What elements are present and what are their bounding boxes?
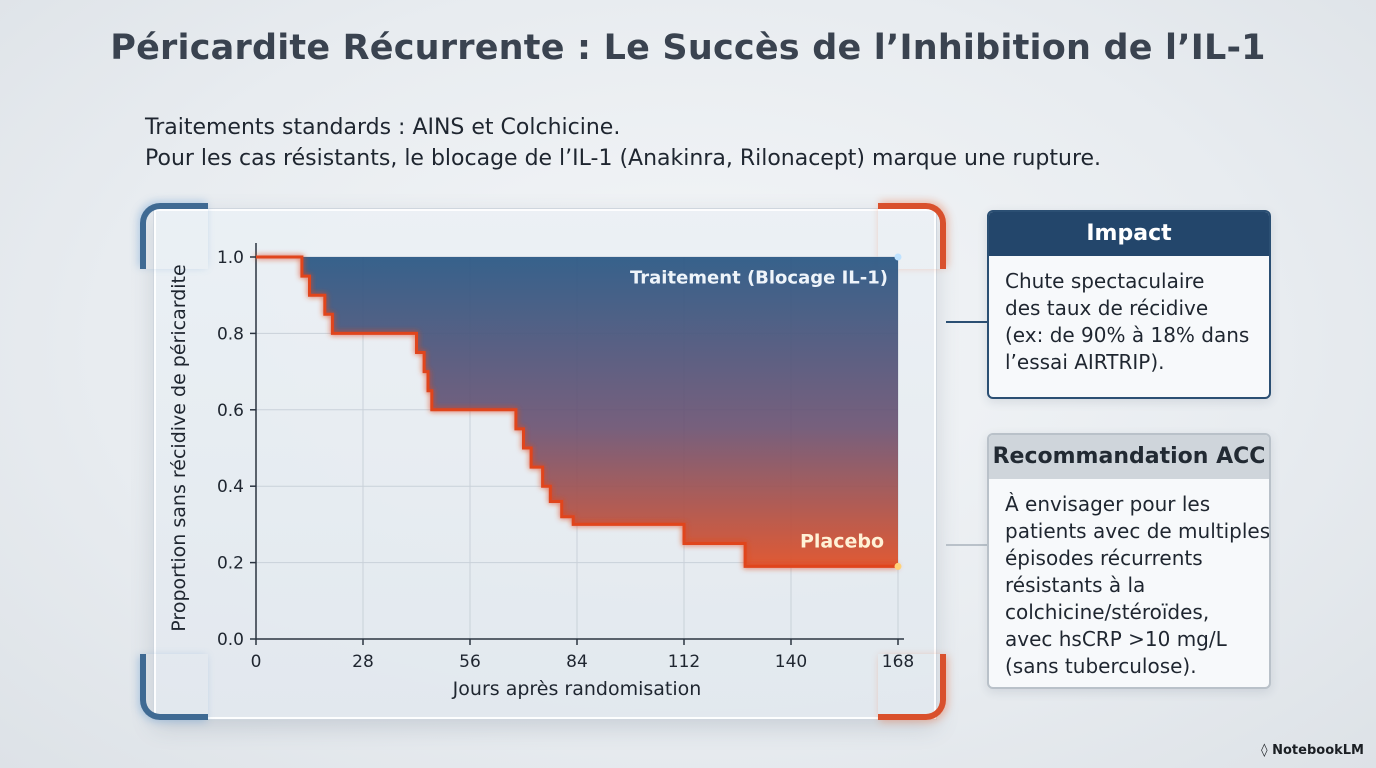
area-between-curves [256,257,898,567]
intro-line-1: Traitements standards : AINS et Colchici… [145,115,621,140]
y-tick-label: 0.4 [217,477,244,497]
impact-line: l’essai AIRTRIP). [1005,350,1165,374]
x-tick-label: 84 [566,652,588,672]
brand-name: NotebookLM [1272,743,1364,758]
kaplan-meier-chart: Traitement (Blocage IL-1) Placebo 0 28 56 8… [168,243,914,700]
connector-impact [946,321,987,323]
reco-line: colchicine/stéroïdes, [1005,600,1210,624]
impact-line: Chute spectaculaire [1005,269,1205,293]
impact-panel-title: Impact [989,212,1269,256]
reco-line: (sans tuberculose). [1005,654,1197,678]
reco-line: résistants à la [1005,573,1146,597]
tick-labels: 0 28 56 84 112 140 168 0.0 0.2 0.4 0.6 0.8 1.0 [217,248,914,672]
chart-frame: Traitement (Blocage IL-1) Placebo 0 28 56 8… [140,203,946,720]
x-tick-label: 56 [459,652,481,672]
recommendation-panel: Recommandation ACC À envisager pour les … [987,433,1271,689]
impact-line: des taux de récidive [1005,296,1209,320]
y-tick-label: 0.0 [217,630,244,650]
impact-line: (ex: de 90% à 18% dans [1005,323,1250,347]
notebooklm-icon: ◊ [1261,743,1268,758]
impact-panel-body: Chute spectaculaire des taux de récidive… [989,256,1269,388]
x-tick-label: 0 [251,652,262,672]
x-axis-label: Jours après randomisation [452,678,702,700]
frame-corner-top-right [878,203,946,269]
y-axis-label: Proportion sans récidive de péricardite [168,264,190,631]
series-label-treatment: Traitement (Blocage IL-1) [630,268,888,289]
intro-line-2: Pour les cas résistants, le blocage de l… [145,146,1102,171]
x-tick-label: 168 [882,652,914,672]
x-tick-label: 28 [352,652,374,672]
reco-line: avec hsCRP >10 mg/L [1005,627,1227,651]
brand-logo: ◊ NotebookLM [1261,743,1364,758]
placebo-endpoint [894,562,902,570]
series-line-placebo [256,255,898,568]
y-tick-label: 0.6 [217,401,244,421]
frame-corner-top-left [140,203,208,269]
x-tick-label: 112 [668,652,700,672]
series-label-placebo: Placebo [800,530,884,552]
frame-corner-bottom-left [140,654,208,720]
page-title: Péricardite Récurrente : Le Succès de l’… [110,28,1266,68]
y-tick-label: 1.0 [217,248,244,268]
connector-reco [946,544,987,546]
x-tick-label: 140 [775,652,807,672]
impact-panel: Impact Chute spectaculaire des taux de r… [987,210,1271,399]
y-tick-label: 0.8 [217,324,244,344]
axes [255,243,904,640]
reco-line: épisodes récurrents [1005,546,1203,570]
reco-line: À envisager pour les [1005,492,1211,516]
intro-text: Traitements standards : AINS et Colchici… [145,112,1101,174]
frame-corner-bottom-right [878,654,946,720]
reco-line: patients avec de multiples [1005,519,1271,543]
recommendation-panel-body: À envisager pour les patients avec de mu… [989,479,1271,687]
y-tick-label: 0.2 [217,554,244,574]
treatment-endpoint [894,253,902,261]
recommendation-panel-title: Recommandation ACC [989,435,1269,479]
